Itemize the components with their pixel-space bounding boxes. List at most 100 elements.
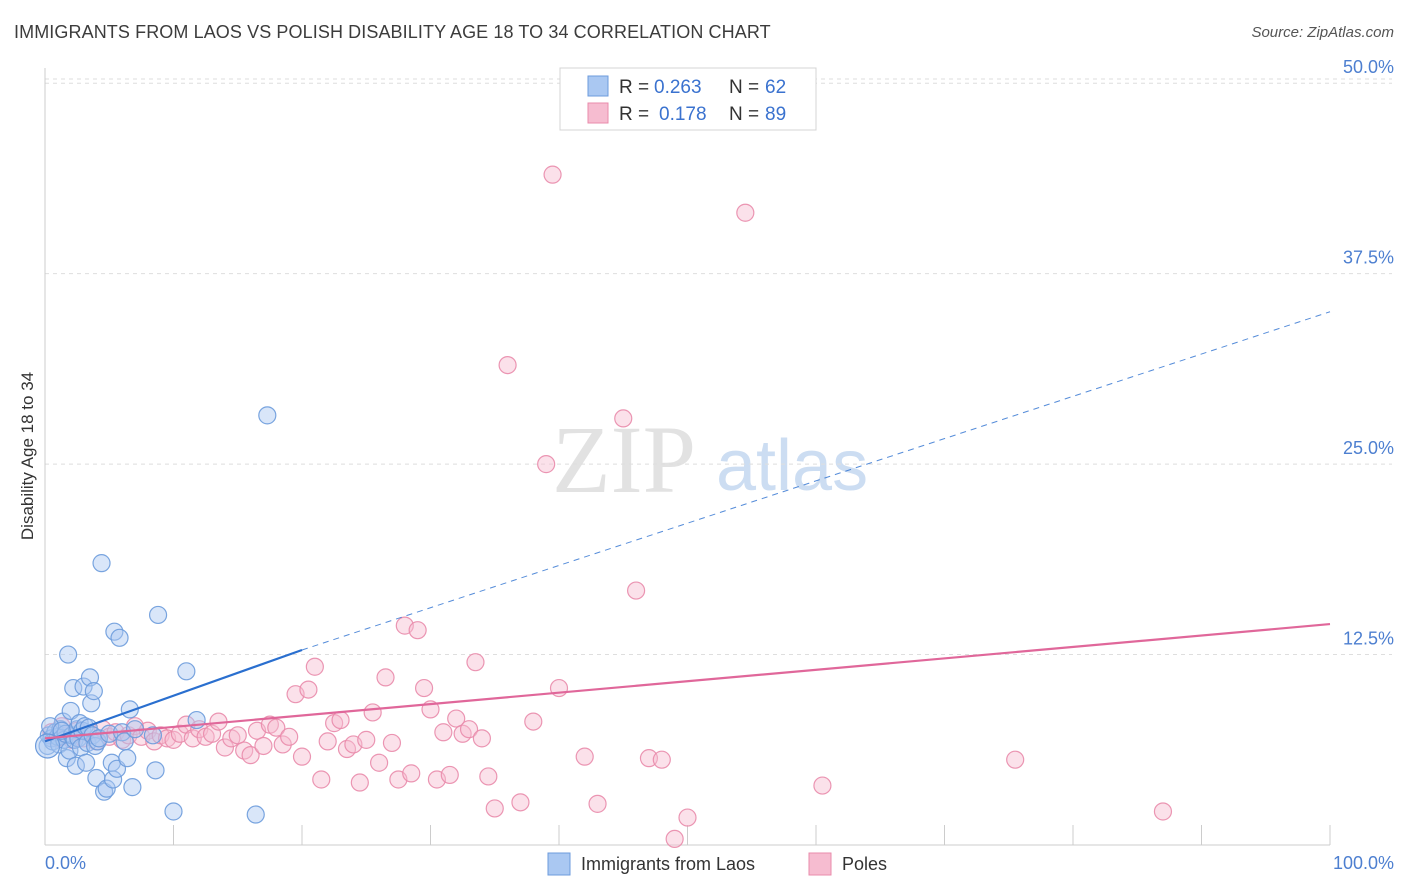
bottom-legend-label-poles: Poles — [842, 854, 887, 874]
data-point — [104, 770, 123, 789]
data-point — [258, 406, 277, 425]
bottom-legend: Immigrants from Laos Poles — [547, 852, 887, 876]
data-point — [414, 678, 434, 698]
data-point — [143, 726, 163, 745]
data-point — [370, 753, 389, 772]
y-tick-label: 37.5% — [1343, 248, 1394, 268]
data-point — [280, 727, 299, 746]
data-point — [241, 746, 260, 765]
data-point — [459, 720, 479, 739]
data-point — [588, 794, 607, 813]
data-point — [77, 753, 96, 772]
data-point — [543, 165, 562, 184]
data-point — [472, 729, 491, 748]
data-point — [164, 802, 183, 821]
data-point — [626, 581, 646, 600]
data-point — [466, 653, 485, 672]
data-point — [92, 554, 111, 573]
data-point — [292, 747, 312, 766]
data-point — [305, 657, 324, 676]
data-point — [246, 805, 265, 824]
data-point — [376, 668, 395, 687]
watermark-zip: ZIP — [552, 406, 696, 513]
y-tick-label: 25.0% — [1343, 438, 1394, 458]
data-point — [267, 718, 286, 737]
data-point — [146, 761, 165, 780]
chart-title: IMMIGRANTS FROM LAOS VS POLISH DISABILIT… — [14, 22, 771, 42]
data-point — [575, 747, 594, 766]
data-point — [350, 773, 369, 792]
data-point — [665, 829, 684, 849]
x-tick-label-min: 0.0% — [45, 853, 86, 873]
data-point — [678, 808, 697, 827]
data-point — [254, 736, 273, 756]
legend-r-label-poles: R = — [619, 104, 649, 125]
laos-points — [34, 406, 277, 824]
data-point — [61, 701, 80, 721]
legend-n-value-poles: 89 — [765, 104, 786, 125]
data-point — [736, 203, 755, 222]
legend-r-value-poles: 0.178 — [659, 104, 707, 125]
data-point — [123, 778, 142, 797]
x-ticks — [44, 825, 1331, 845]
data-point — [110, 628, 129, 647]
data-point — [59, 645, 78, 664]
bottom-legend-swatch-laos — [547, 852, 571, 876]
data-point — [524, 712, 543, 731]
legend-r-value-laos: 0.263 — [654, 77, 702, 98]
data-point — [434, 723, 453, 742]
data-point-cluster — [34, 733, 61, 759]
legend-n-value-laos: 62 — [765, 77, 786, 98]
data-point — [402, 764, 421, 783]
data-point — [382, 733, 402, 753]
y-axis-label: Disability Age 18 to 34 — [18, 372, 37, 540]
data-point — [118, 749, 137, 768]
data-point — [331, 710, 350, 730]
top-legend: R = 0.263 N = 62 R = 0.178 N = 89 — [559, 67, 817, 131]
data-point — [215, 738, 234, 757]
data-point — [498, 355, 517, 375]
data-point — [148, 605, 168, 625]
chart-source: Source: ZipAtlas.com — [1251, 24, 1394, 41]
legend-swatch-poles — [587, 102, 609, 124]
data-point — [357, 730, 376, 749]
y-tick-labels: 12.5% 25.0% 37.5% 50.0% — [1343, 57, 1394, 648]
data-point — [408, 621, 427, 640]
gridlines — [45, 78, 1392, 656]
data-point — [312, 770, 331, 789]
data-point — [74, 677, 93, 696]
y-tick-label: 50.0% — [1343, 57, 1394, 77]
data-point — [66, 756, 85, 775]
data-point — [60, 741, 79, 760]
bottom-legend-swatch-poles — [808, 852, 832, 876]
trend-lines — [44, 311, 1331, 743]
data-point — [479, 767, 498, 786]
data-point — [363, 703, 382, 722]
legend-n-label-laos: N = — [729, 77, 759, 98]
legend-r-label-laos: R = — [619, 77, 649, 98]
data-point — [84, 682, 103, 701]
data-point — [1153, 802, 1173, 821]
laos-trend-extension — [301, 311, 1331, 651]
poles-points — [42, 165, 1173, 849]
data-point — [95, 782, 114, 801]
data-point — [228, 726, 247, 745]
data-point — [80, 668, 100, 687]
data-point — [537, 455, 556, 474]
legend-swatch-laos — [587, 75, 609, 97]
data-point — [485, 799, 504, 818]
data-point — [511, 793, 530, 812]
data-point — [614, 409, 633, 428]
poles-trend-line — [44, 622, 1331, 740]
watermark-atlas: atlas — [716, 426, 868, 506]
data-point — [440, 765, 459, 785]
legend-n-label-poles: N = — [729, 104, 759, 125]
data-point — [318, 732, 337, 751]
data-point — [299, 680, 318, 699]
data-point — [652, 750, 671, 769]
data-point — [447, 709, 466, 728]
data-point — [273, 735, 292, 754]
data-point — [1006, 750, 1025, 769]
